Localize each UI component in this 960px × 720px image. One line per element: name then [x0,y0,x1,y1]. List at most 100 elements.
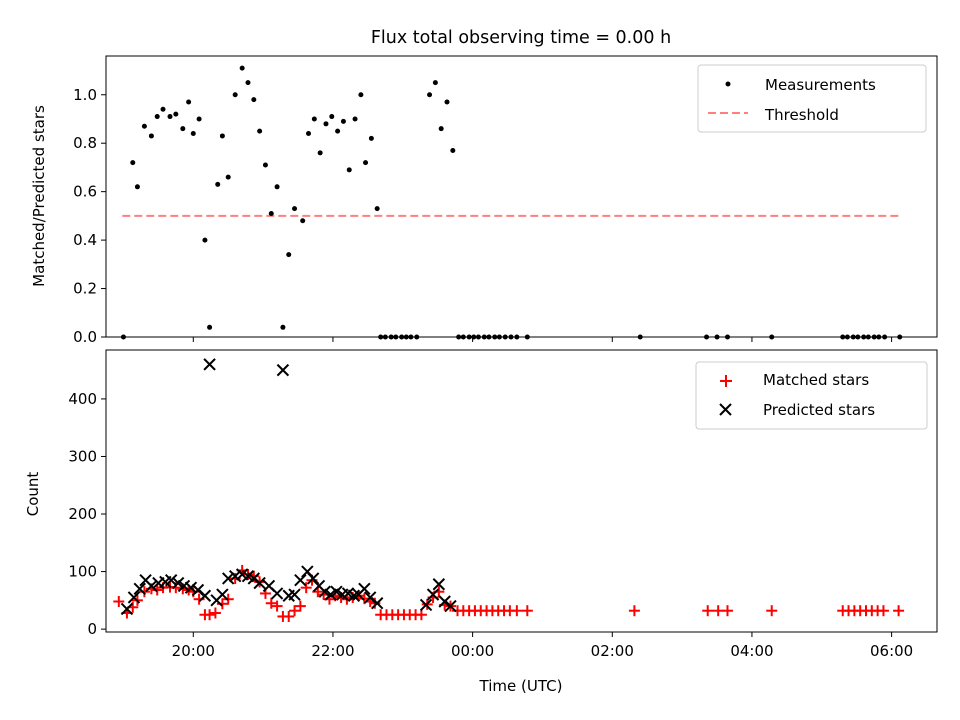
figure-title: Flux total observing time = 0.00 h [371,28,671,48]
bottom-legend: Matched stars Predicted stars [695,361,928,430]
measurement-point [215,181,221,187]
legend-predicted-marker [719,403,732,416]
measurement-point [207,324,213,330]
predicted-star-point [306,572,320,585]
counts-panel: Count Time (UTC) Matched stars Predicted… [24,349,938,695]
measurement-point [444,99,450,105]
legend-matched-marker [720,375,732,387]
matched-star-point [877,605,889,617]
measurement-point [346,167,352,173]
measurement-point [190,131,196,137]
measurement-point [134,184,140,190]
predicted-star-point [253,576,266,590]
matched-star-point [702,605,714,617]
bottom-y-tick-label: 300 [68,447,97,465]
legend-predicted-label: Predicted stars [763,401,875,419]
bottom-y-tick-label: 200 [68,505,97,523]
matched-star-point [300,582,312,594]
measurement-point [363,160,369,166]
predicted-star-point [216,588,229,601]
matched-star-point [511,605,523,617]
measurement-point [232,92,238,98]
measurement-point [300,218,306,224]
x-axis-label: Time (UTC) [479,677,563,695]
bottom-y-tick-label: 0 [87,620,97,638]
matched-star-point [521,605,533,617]
measurement-point [311,116,317,122]
x-tick-label: 00:00 [451,642,494,660]
bottom-plot-frame [105,349,938,633]
measurement-point [239,65,245,71]
measurement-point [202,237,208,243]
top-y-tick-label: 0.6 [73,183,97,201]
top-y-tick-label: 0.2 [73,280,97,298]
top-plot-frame [105,55,938,338]
predicted-star-point [203,358,216,371]
predicted-star-point [426,588,440,601]
predicted-star-point [198,589,212,602]
top-y-axis-label: Matched/Predicted stars [30,105,48,287]
matched-star-point [294,600,306,612]
predicted-star-point [294,573,307,587]
predicted-star-point [270,587,284,600]
predicted-star-point [370,597,384,610]
measurement-point [262,162,268,168]
measurement-point [374,206,380,212]
top-legend: Measurements Threshold [697,64,927,133]
matched-star-point [289,605,301,617]
measurement-point [219,133,225,139]
matched-star-point [204,609,216,621]
matched-star-point [265,597,277,609]
predicted-star-point [164,573,178,587]
measurement-point [186,99,192,105]
measurement-point [251,97,257,103]
measurement-point [352,116,358,122]
measurement-point [173,111,179,117]
bottom-plot-area [113,358,905,622]
top-y-tick-label: 1.0 [73,86,97,104]
predicted-star-point [358,582,371,596]
top-y-tick-label: 0.8 [73,134,97,152]
measurement-point [196,116,202,122]
measurement-point [427,92,433,98]
measurement-point [154,114,160,120]
bottom-y-axis-label: Count [24,472,42,517]
matched-star-point [722,605,734,617]
x-tick-label: 06:00 [870,642,913,660]
top-plot-area [120,65,903,340]
matched-star-point [893,605,905,617]
top-y-tick-label: 0.0 [73,328,97,346]
predicted-star-point [419,598,433,612]
matched-star-point [113,595,125,607]
predicted-star-point [276,363,290,377]
matched-star-point [283,610,295,622]
measurement-point [141,123,147,129]
x-tick-label: 04:00 [730,642,773,660]
legend-measurements-label: Measurements [765,76,876,94]
measurement-point [368,135,374,141]
predicted-star-point [133,582,146,596]
predicted-star-point [288,588,301,601]
measurement-point [340,118,346,124]
measurement-point [292,206,298,212]
measurement-point [358,92,364,98]
matched-star-point [209,607,221,619]
measurement-point [167,114,173,120]
predicted-star-point [347,589,361,602]
matched-star-point [766,605,778,617]
measurement-point [268,210,274,216]
bottom-y-tick-label: 100 [68,563,97,581]
predicted-star-point [432,578,446,591]
measurement-point [335,128,341,134]
ratio-panel: Matched/Predicted stars Measurements Thr… [30,55,938,346]
matched-star-point [415,609,427,621]
matched-star-point [138,586,150,598]
matched-star-point [628,605,640,617]
predicted-star-point [221,572,235,585]
measurement-point [280,324,286,330]
matched-star-point [712,605,724,617]
x-tick-label: 02:00 [591,642,634,660]
measurement-point [286,252,292,258]
predicted-star-point [120,602,134,616]
